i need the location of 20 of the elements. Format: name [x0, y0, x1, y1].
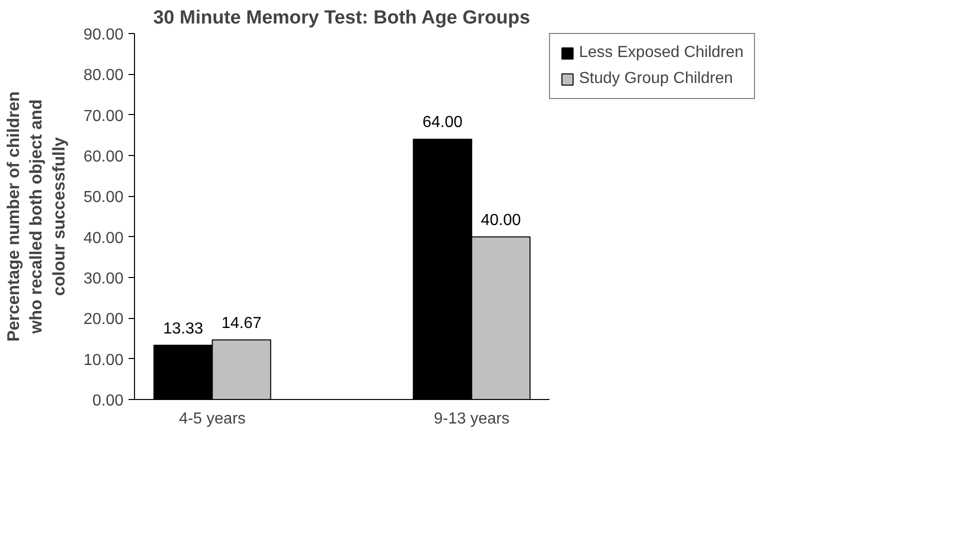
- x-tick-label: 4-5 years: [178, 410, 246, 428]
- y-tick-label: 0.00: [92, 392, 124, 410]
- data-label: 40.00: [480, 212, 521, 229]
- chart-title: 30 Minute Memory Test: Both Age Groups: [153, 8, 530, 28]
- y-tick-label: 80.00: [83, 67, 124, 84]
- y-tick-label: 10.00: [83, 352, 124, 369]
- data-label: 14.67: [221, 314, 262, 332]
- y-tick-label: 30.00: [83, 270, 124, 288]
- y-tick-label: 20.00: [83, 311, 124, 328]
- y-tick-label: 50.00: [83, 189, 124, 206]
- y-tick-label: 70.00: [83, 108, 124, 125]
- y-tick-label: 40.00: [83, 230, 124, 247]
- data-label: 64.00: [422, 114, 463, 132]
- y-tick-label: 60.00: [83, 148, 124, 166]
- x-tick-label: 9-13 years: [434, 410, 510, 428]
- data-label: 13.33: [163, 320, 204, 338]
- legend-label: Less Exposed Children: [579, 44, 744, 62]
- y-tick-label: 90.00: [83, 26, 124, 44]
- legend-label: Study Group Children: [579, 70, 733, 88]
- y-axis-title: Percentage number of children who recalled both object and colour successfully: [4, 91, 68, 342]
